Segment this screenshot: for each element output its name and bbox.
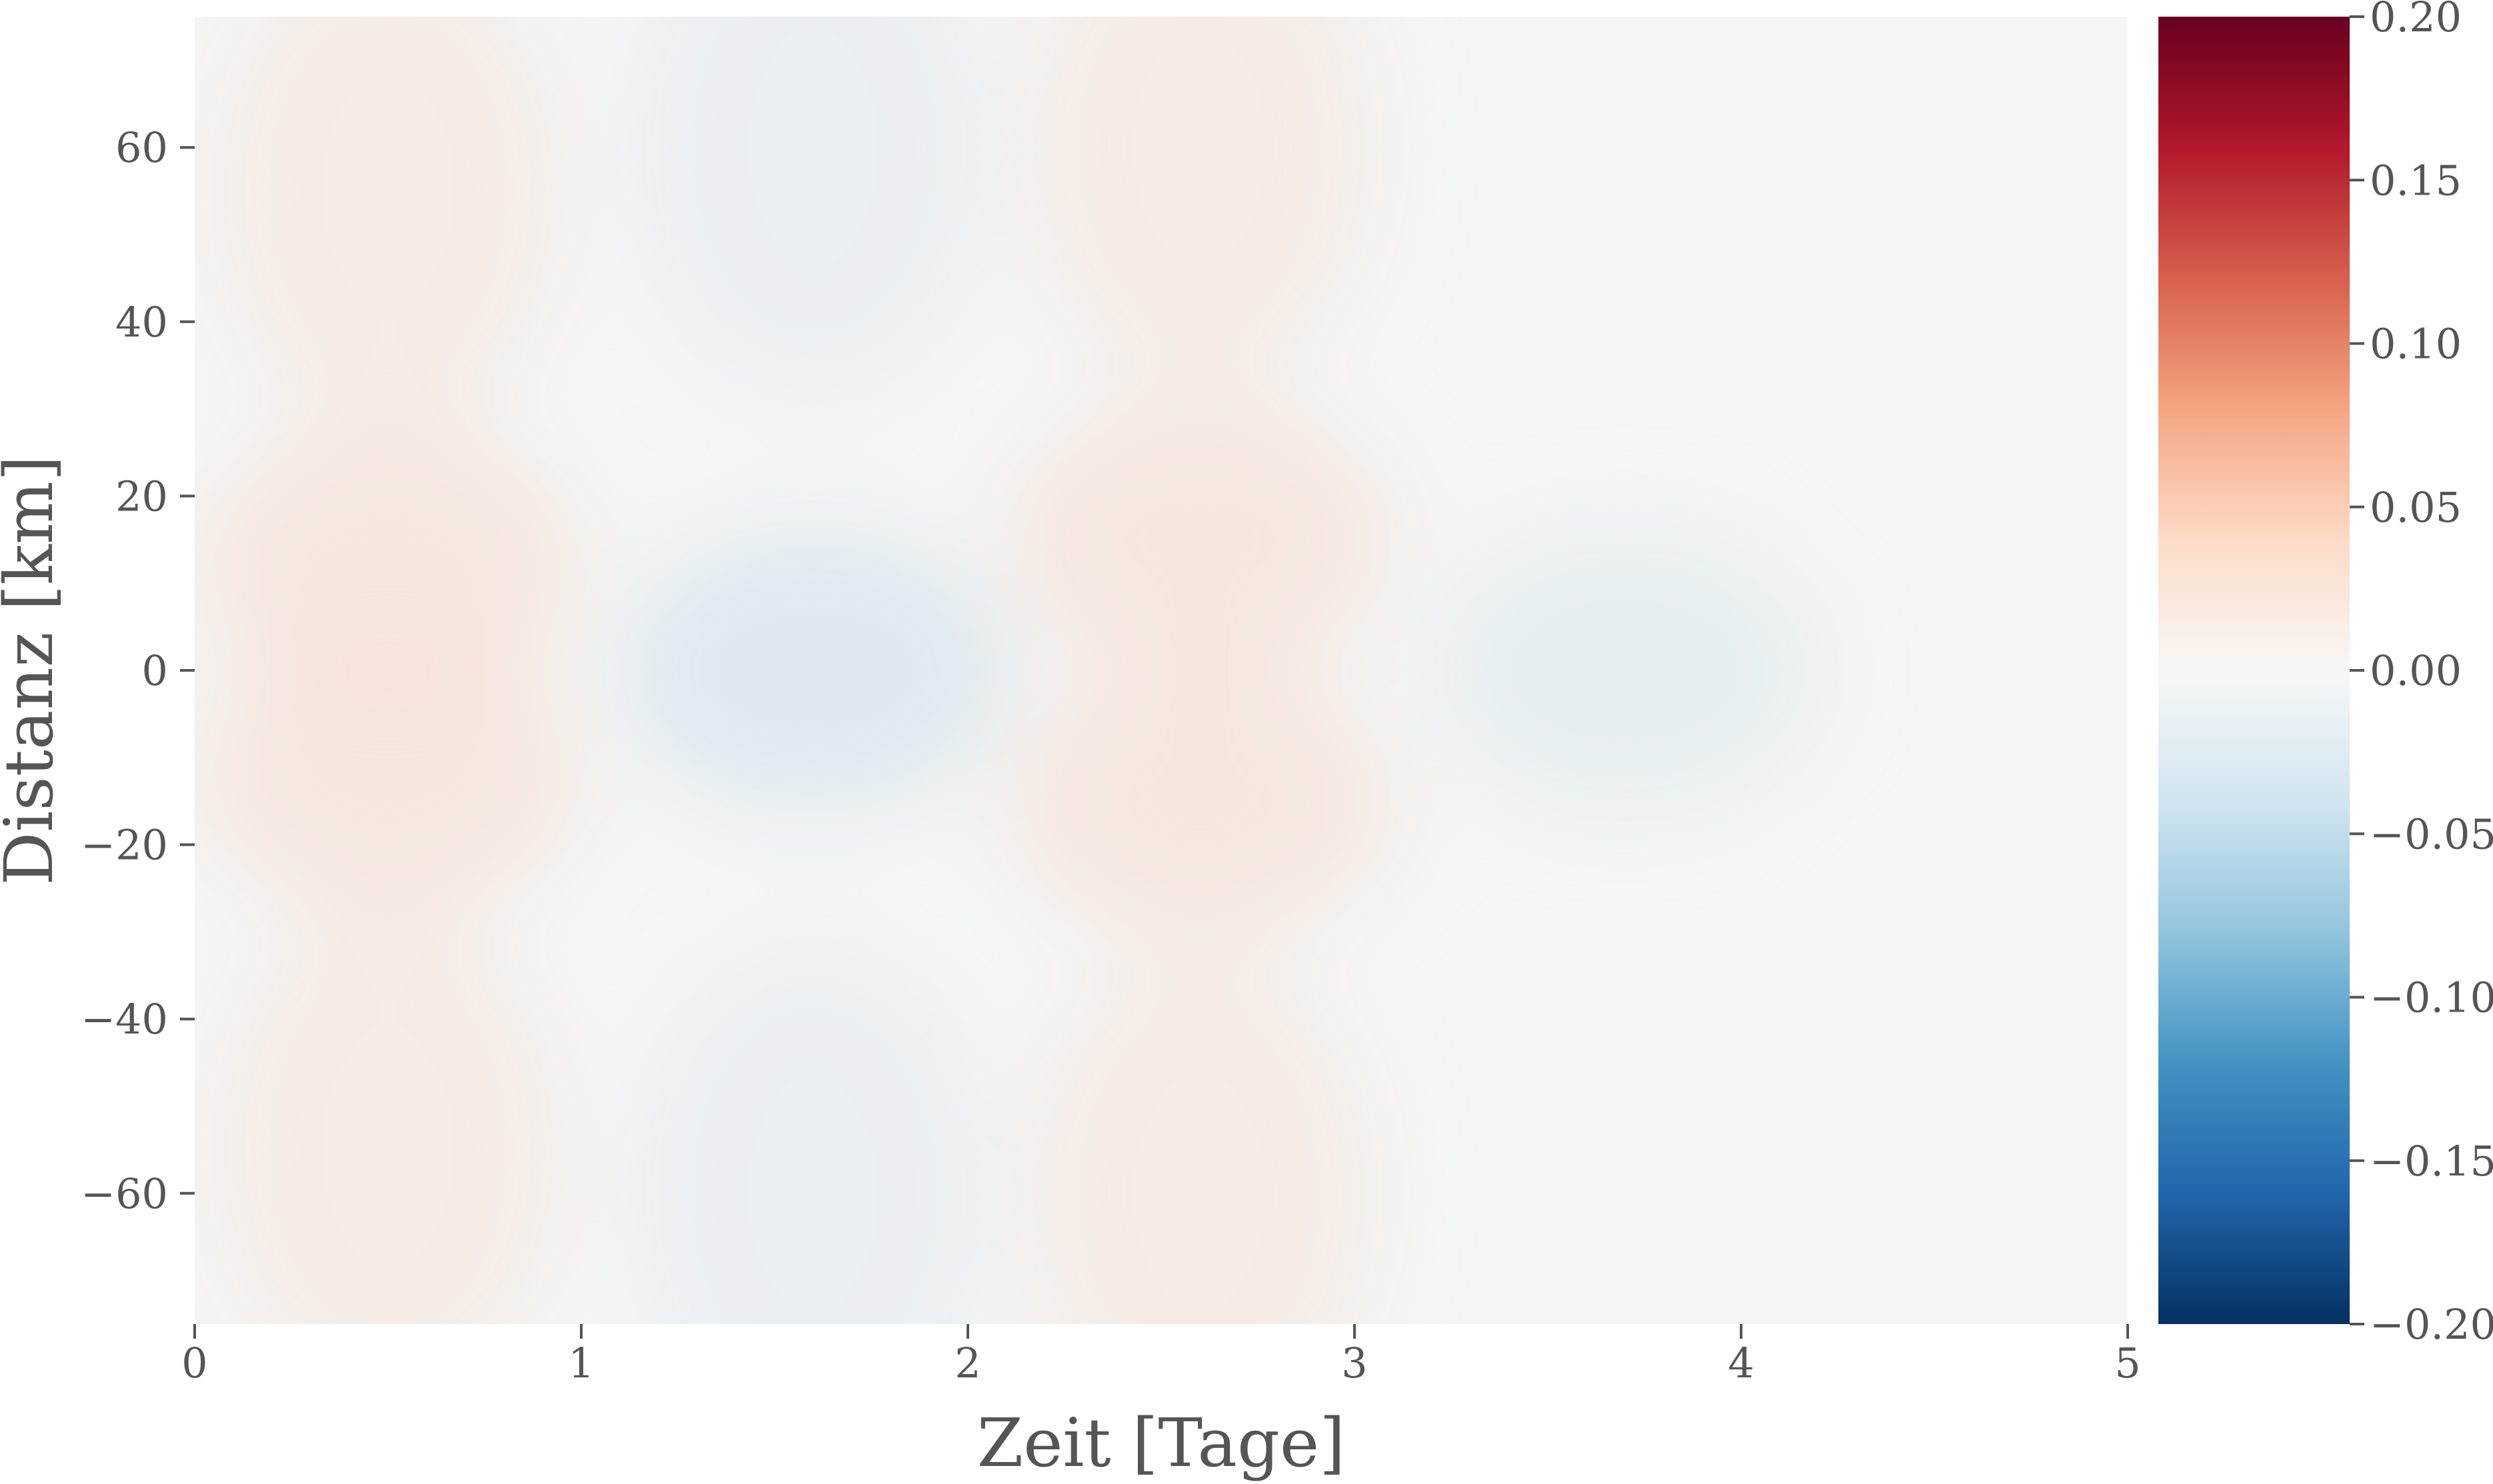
colorbar-axis: 0.20 0.15 0.10 0.05 0.00 −0.05 −0.10 −0.15 −0.20 xyxy=(2350,0,2493,1349)
x-axis: 0 1 2 3 4 5 xyxy=(181,1324,2141,1387)
y-tick-label: −60 xyxy=(81,1169,168,1218)
x-tick-label: 4 xyxy=(1728,1339,1754,1387)
heatmap-feature xyxy=(1432,530,1818,810)
heatmap-feature xyxy=(195,426,581,706)
heatmap-feature xyxy=(1007,661,1393,941)
x-tick-label: 5 xyxy=(2114,1339,2140,1387)
heatmap-feature xyxy=(214,17,562,435)
y-tick-label: 0 xyxy=(142,646,168,695)
y-tick-label: 60 xyxy=(115,123,168,172)
y-axis-label: Distanz [km] xyxy=(0,455,68,886)
x-tick-label: 0 xyxy=(181,1339,207,1387)
colorbar-tick-label: 0.15 xyxy=(2370,156,2462,205)
colorbar-tick-label: −0.15 xyxy=(2370,1137,2493,1185)
colorbar-tick-label: −0.10 xyxy=(2370,974,2493,1022)
colorbar-tick-label: 0.00 xyxy=(2370,646,2462,695)
heatmap-field xyxy=(195,17,1818,1324)
y-tick-label: −40 xyxy=(81,995,168,1044)
heatmap-feature xyxy=(1007,400,1393,680)
y-tick-label: 40 xyxy=(115,298,168,347)
heatmap-feature xyxy=(620,530,1007,810)
y-axis: 60 40 20 0 −20 −40 −60 xyxy=(81,123,195,1218)
heatmap-feature xyxy=(214,906,562,1324)
colorbar xyxy=(2158,17,2350,1324)
colorbar-tick-label: −0.20 xyxy=(2370,1300,2493,1349)
x-tick-label: 2 xyxy=(955,1339,981,1387)
heatmap-feature xyxy=(1026,17,1374,392)
x-tick-label: 1 xyxy=(568,1339,594,1387)
colorbar-tick-label: 0.05 xyxy=(2370,483,2462,532)
colorbar-tick-label: 0.20 xyxy=(2370,0,2462,41)
colorbar-tick-label: 0.10 xyxy=(2370,320,2462,369)
heatmap-feature xyxy=(1026,949,1374,1324)
heatmap-feature xyxy=(195,635,581,915)
heatmap-feature xyxy=(639,949,987,1324)
colorbar-tick-label: −0.05 xyxy=(2370,810,2493,858)
y-tick-label: −20 xyxy=(81,821,168,870)
y-tick-label: 20 xyxy=(115,472,168,520)
heatmap-feature xyxy=(639,17,987,392)
x-axis-label: Zeit [Tage] xyxy=(977,1404,1345,1482)
x-tick-label: 3 xyxy=(1341,1339,1367,1387)
